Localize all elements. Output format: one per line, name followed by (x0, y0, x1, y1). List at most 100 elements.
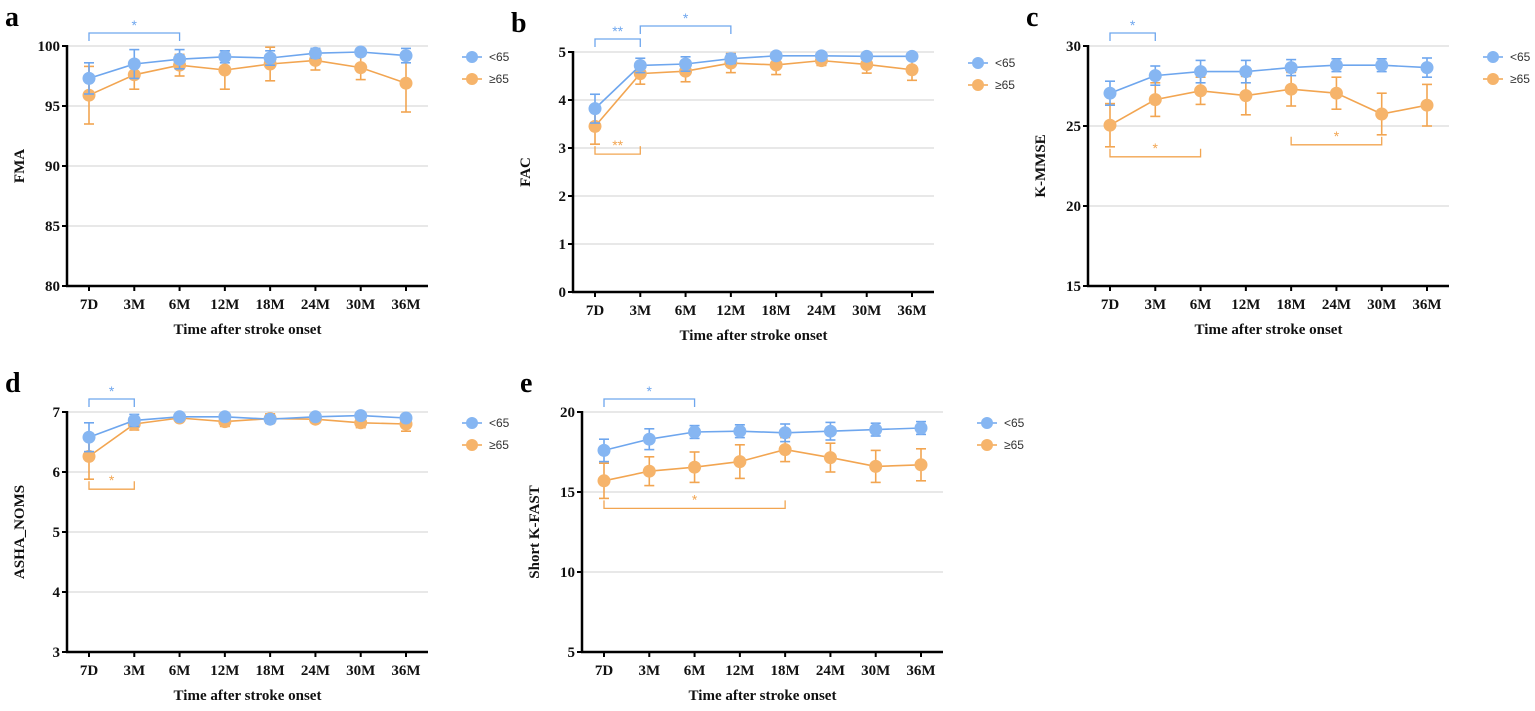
panel-letter: c (1026, 2, 1038, 33)
significance-bracket (1109, 32, 1156, 41)
x-tick-label: 24M (807, 303, 836, 319)
significance-bracket (88, 481, 135, 490)
data-point (263, 412, 277, 426)
x-tick-label: 24M (816, 663, 845, 679)
x-tick-label: 30M (861, 663, 890, 679)
panel-letter: e (520, 368, 532, 399)
y-tick-label: 5 (559, 45, 567, 61)
series-line (1109, 88, 1428, 126)
x-tick-label: 36M (391, 663, 420, 679)
y-tick-label: 20 (1066, 199, 1081, 215)
series-under65 (1103, 57, 1434, 106)
y-tick-label: 1 (559, 237, 567, 253)
y-tick-label: 6 (53, 465, 61, 481)
series-line (88, 59, 407, 96)
x-tick-label: 3M (638, 663, 660, 679)
x-tick-label: 24M (1322, 297, 1351, 313)
panel-letter: b (511, 8, 527, 39)
x-axis-label: Time after stroke onset (1195, 322, 1343, 338)
series-line (603, 448, 922, 482)
data-point (597, 474, 611, 488)
legend-marker-under65 (972, 57, 984, 69)
data-point (869, 459, 883, 473)
legend-marker-over65 (981, 439, 993, 451)
x-tick-label: 7D (586, 303, 605, 319)
legend-marker-over65 (972, 79, 984, 91)
data-point (869, 423, 883, 437)
data-point (354, 61, 368, 75)
chart-svg: b 0 1 2 3 4 5 7D 3M 6M 12M 18M 24M 30M 36M Time after s… (511, 8, 1016, 344)
data-point (724, 52, 738, 66)
chart-svg: c 15 20 25 30 7D 3M 6M 12M 18M 24M 30M 36M Time after… (1026, 2, 1531, 338)
series-under65 (82, 409, 413, 453)
panel-c-kmmse-chart: c 15 20 25 30 7D 3M 6M 12M 18M 24M 30M 36M Time after… (1021, 0, 1535, 345)
data-point (218, 50, 232, 64)
x-tick-label: 30M (346, 663, 375, 679)
series-line (603, 427, 922, 452)
significance-bracket (594, 38, 641, 47)
legend-label-under65: <65 (489, 50, 510, 64)
x-tick-label: 18M (771, 663, 800, 679)
significance-label: * (109, 383, 115, 399)
x-tick-label: 7D (1101, 297, 1120, 313)
x-tick-label: 12M (210, 663, 239, 679)
x-tick-label: 6M (169, 663, 191, 679)
data-point (1420, 98, 1434, 112)
data-point (263, 51, 277, 65)
x-tick-label: 6M (675, 303, 697, 319)
data-point (1194, 84, 1208, 98)
x-tick-label: 6M (684, 663, 706, 679)
y-tick-label: 20 (560, 405, 575, 421)
data-point (860, 49, 874, 63)
data-point (588, 102, 602, 116)
y-tick-label: 25 (1066, 119, 1081, 135)
legend-label-over65: ≥65 (1510, 72, 1530, 86)
y-tick-label: 15 (1066, 279, 1081, 295)
data-point (1239, 65, 1253, 79)
panel-letter: d (5, 368, 21, 399)
data-point (308, 46, 322, 60)
data-point (733, 455, 747, 469)
x-tick-label: 3M (123, 297, 145, 313)
significance-label: * (1130, 17, 1136, 33)
data-point (823, 424, 837, 438)
data-point (1103, 86, 1117, 100)
significance-label: * (647, 383, 653, 399)
y-axis-label: FMA (12, 149, 28, 183)
chart-svg: e 5 10 15 20 7D 3M 6M 12M 18M 24M 30M 36M Time after … (520, 368, 1025, 704)
series-line (594, 59, 913, 127)
legend-label-under65: <65 (995, 56, 1016, 70)
x-axis-label: Time after stroke onset (680, 328, 828, 344)
data-point (905, 63, 919, 77)
data-point (354, 45, 368, 59)
x-tick-label: 6M (169, 297, 191, 313)
significance-bracket (594, 146, 641, 155)
data-point (1375, 58, 1389, 72)
y-tick-label: 90 (45, 159, 60, 175)
y-tick-label: 10 (560, 565, 575, 581)
y-tick-label: 30 (1066, 39, 1081, 55)
data-point (127, 413, 141, 427)
x-tick-label: 36M (906, 663, 935, 679)
series-over65 (1103, 71, 1434, 148)
data-point (173, 410, 187, 424)
data-point (399, 411, 413, 425)
series-line (88, 417, 407, 458)
data-point (1239, 89, 1253, 103)
significance-bracket (603, 398, 696, 407)
legend-label-under65: <65 (1510, 50, 1531, 64)
data-point (399, 49, 413, 63)
legend-marker-under65 (981, 417, 993, 429)
panel-a-fma-chart: a 80 85 90 95 100 7D 3M 6M 12M 18M 24M 30M 36M Time af… (0, 0, 520, 345)
legend-label-under65: <65 (1004, 416, 1025, 430)
y-tick-label: 95 (45, 99, 60, 115)
data-point (778, 443, 792, 457)
x-tick-label: 36M (391, 297, 420, 313)
y-tick-label: 3 (53, 645, 61, 661)
x-tick-label: 36M (897, 303, 926, 319)
data-point (642, 432, 656, 446)
series-under65 (588, 49, 919, 124)
data-point (733, 424, 747, 438)
data-point (778, 426, 792, 440)
x-tick-label: 12M (716, 303, 745, 319)
